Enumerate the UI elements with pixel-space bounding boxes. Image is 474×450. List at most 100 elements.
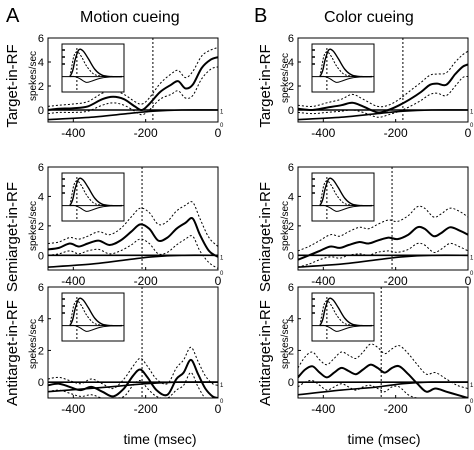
series-group [298,205,468,268]
panel-letter-a: A [6,5,20,27]
series-line-1 [48,358,218,398]
series-line-4 [48,109,218,121]
y-tick-label: 4 [38,57,44,69]
ylabel-units-b2: spekes/sec [280,201,291,251]
inset-plot [61,172,125,222]
right-scale-label: 0 [470,123,474,129]
x-tick-label: 0 [215,402,222,416]
inset-frame [61,292,125,342]
panel-letter-b: B [254,5,267,27]
ylabel-units-a3: spekes/sec [28,319,39,369]
series-line-2 [298,50,468,108]
panels-group: 0 2 4 6 -400 -200 0 1 0 0 2 4 6 -400 -200 0 1 0 0 2 4 6 -400 -2… [38,33,474,416]
series-group [298,50,468,121]
series-line-2 [298,205,468,252]
x-tick-label: 0 [465,126,472,140]
y-tick-label: 0 [38,105,44,117]
x-tick-label: -200 [384,402,408,416]
row-label-antitarget-right: Antitarget-in-RF [257,300,274,406]
y-tick-label: 6 [38,282,44,294]
y-tick-label: 2 [288,345,294,357]
inset-frame [61,172,125,222]
ylabel-units-a2: spekes/sec [28,201,39,251]
ylabel-units-a1: spekes/sec [28,51,39,101]
y-tick-label: 4 [38,314,44,326]
series-line-1 [48,56,218,112]
inset-plot [311,43,375,93]
series-line-1 [48,217,218,258]
inset-series-line-3 [69,204,123,212]
x-tick-label: -400 [311,402,335,416]
x-tick-label: -400 [61,126,85,140]
series-line-2 [298,343,468,389]
x-tick-label: -200 [384,126,408,140]
x-tick-label: 0 [465,274,472,288]
right-scale-label: 1 [470,383,474,389]
inset-series-line-3 [319,75,373,83]
right-scale-label: 0 [470,399,474,405]
series-line-4 [48,254,218,268]
y-tick-label: 2 [288,81,294,93]
series-line-3 [298,242,468,268]
axes-frame [47,286,219,399]
right-scale-label: 1 [220,383,224,389]
y-tick-label: 4 [288,57,294,69]
y-tick-label: 0 [288,377,294,389]
y-tick-label: 0 [288,250,294,262]
x-tick-label: -400 [311,274,335,288]
x-tick-label: 0 [215,274,222,288]
inset-plot [311,292,375,342]
right-scale-label: 0 [470,271,474,277]
inset-plot [61,292,125,342]
series-group [48,201,218,269]
inset-series-line-2 [69,297,123,327]
axes-frame [297,286,469,399]
right-scale-label: 0 [220,123,224,129]
x-tick-label: -400 [61,402,85,416]
inset-series-line-2 [69,48,123,78]
inset-series-line-3 [319,204,373,212]
series-line-2 [48,47,218,107]
inset-series-line-3 [69,324,123,332]
inset-series-line-3 [69,75,123,83]
inset-series-line-2 [319,297,373,327]
y-tick-label: 6 [38,162,44,174]
inset-series-line-2 [319,177,373,207]
row-label-semitarget-left: Semiarget-in-RF [4,182,21,292]
y-tick-label: 0 [38,377,44,389]
x-tick-label: -400 [311,126,335,140]
right-scale-label: 1 [470,110,474,116]
row-label-target-left: Target-in-RF [4,44,21,127]
inset-frame [61,43,125,93]
xlabel-b: time (msec) [347,431,420,447]
x-tick-label: -200 [134,274,158,288]
inset-frame [311,43,375,93]
series-line-4 [298,254,468,268]
y-tick-label: 4 [288,314,294,326]
right-scale-label: 0 [220,399,224,405]
right-scale-label: 1 [470,256,474,262]
right-scale-label: 1 [220,110,224,116]
series-group [298,343,468,398]
column-title-motion: Motion cueing [80,9,180,26]
y-tick-label: 0 [288,105,294,117]
y-tick-label: 2 [288,221,294,233]
x-tick-label: -200 [134,402,158,416]
x-tick-label: 0 [215,126,222,140]
ylabel-units-b3: spekes/sec [280,319,291,369]
y-tick-label: 6 [288,162,294,174]
y-tick-label: 0 [38,250,44,262]
series-group [48,47,218,121]
inset-plot [311,172,375,222]
inset-series-line-2 [319,48,373,78]
series-line-1 [298,63,468,114]
series-line-1 [298,363,468,398]
axes-frame [47,37,219,123]
series-line-4 [48,381,218,393]
